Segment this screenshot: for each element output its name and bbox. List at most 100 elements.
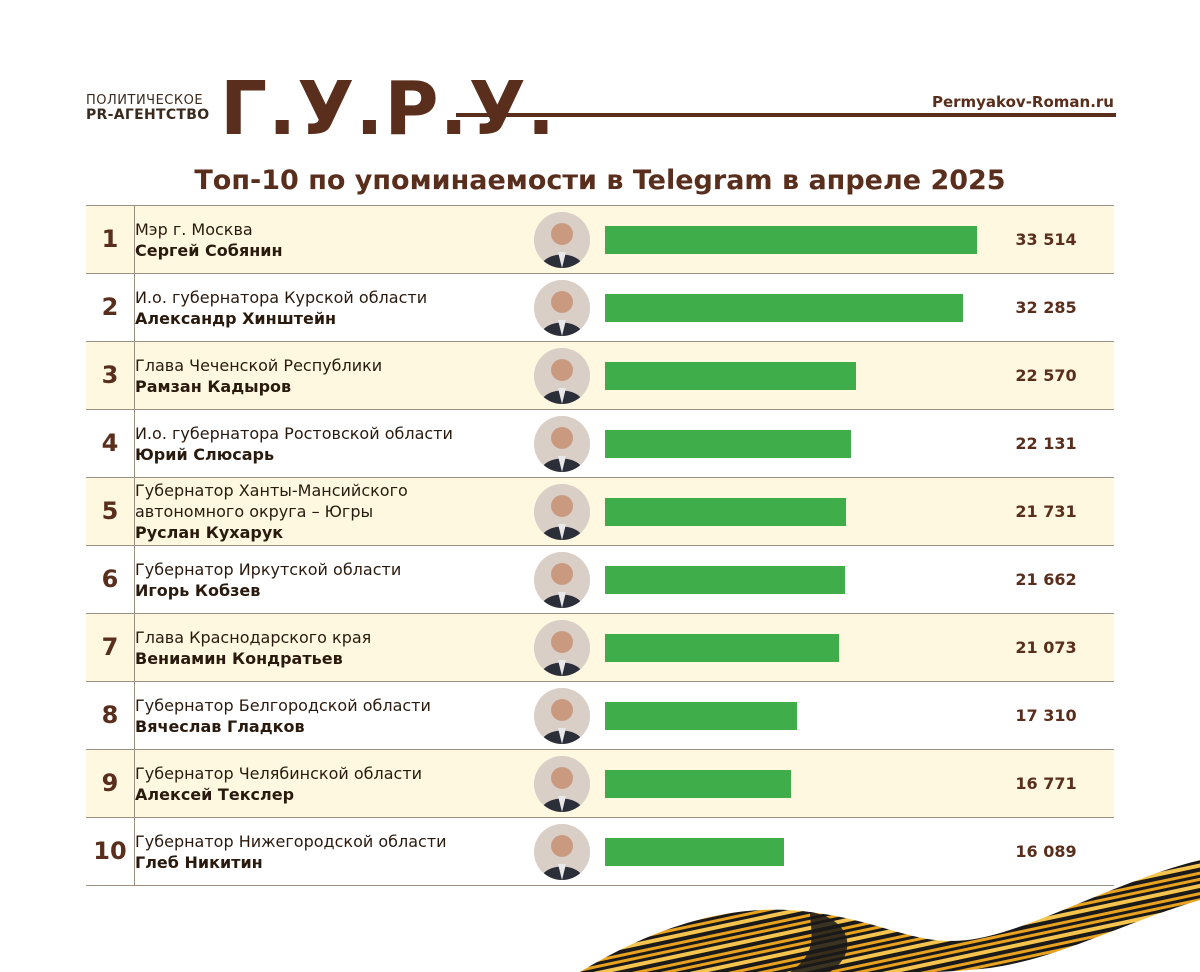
person-info: Губернатор Челябинской области Алексей Те… xyxy=(134,750,519,817)
avatar xyxy=(534,620,590,676)
avatar xyxy=(534,756,590,812)
avatar xyxy=(534,688,590,744)
person-info: Губернатор Иркутской области Игорь Кобзев xyxy=(134,546,519,613)
value-label: 33 514 xyxy=(1015,230,1077,249)
person-info: И.о. губернатора Курской области Александ… xyxy=(134,274,519,341)
value-bar xyxy=(605,294,963,322)
person-role: И.о. губернатора Ростовской области xyxy=(135,423,453,443)
person-name: Юрий Слюсарь xyxy=(135,444,275,464)
rank-number: 2 xyxy=(101,293,119,321)
value-bar xyxy=(605,702,797,730)
value-bar xyxy=(605,634,839,662)
value-label: 22 131 xyxy=(1015,434,1077,453)
agency-label: ПОЛИТИЧЕСКОЕ PR-АГЕНТСТВО xyxy=(86,93,209,123)
person-role: Губернатор Иркутской области xyxy=(135,559,402,579)
value-label: 32 285 xyxy=(1015,298,1077,317)
st-george-ribbon xyxy=(580,860,1200,972)
person-name: Александр Хинштейн xyxy=(135,308,337,328)
rank-number: 6 xyxy=(101,565,119,593)
logo: Г.У.Р.У. xyxy=(220,66,556,152)
avatar xyxy=(534,552,590,608)
table-row: 8 Губернатор Белгородской области Вячеслав… xyxy=(86,681,1114,749)
value-bar xyxy=(605,362,856,390)
rank-number: 5 xyxy=(101,497,119,525)
value-bar xyxy=(605,498,846,526)
value-label: 16 089 xyxy=(1015,842,1077,861)
rank-number: 9 xyxy=(101,769,119,797)
value-label: 21 073 xyxy=(1015,638,1077,657)
value-label: 21 731 xyxy=(1015,502,1077,521)
table-row: 9 Губернатор Челябинской области Алексей Т… xyxy=(86,749,1114,817)
person-info: Мэр г. Москва Сергей Собянин xyxy=(134,206,519,273)
person-info: Глава Чеченской Республики Рамзан Кадыров xyxy=(134,342,519,409)
person-role: Мэр г. Москва xyxy=(135,219,253,239)
rank-number: 10 xyxy=(93,837,127,865)
avatar xyxy=(534,280,590,336)
agency-line2: PR-АГЕНТСТВО xyxy=(86,107,210,123)
table-row: 2 И.о. губернатора Курской области Алексан… xyxy=(86,273,1114,341)
rank-number: 1 xyxy=(101,225,119,253)
rank-divider xyxy=(134,818,135,885)
agency-line1: ПОЛИТИЧЕСКОЕ xyxy=(86,93,204,108)
person-name: Руслан Кухарук xyxy=(135,523,284,542)
person-info: Губернатор Белгородской области Вячеслав … xyxy=(134,682,519,749)
person-name: Рамзан Кадыров xyxy=(135,376,292,396)
table-row: 5 Губернатор Ханты-Мансийского автономног… xyxy=(86,477,1114,545)
value-label: 16 771 xyxy=(1015,774,1077,793)
avatar xyxy=(534,416,590,472)
value-bar xyxy=(605,566,845,594)
rank-divider xyxy=(134,206,135,273)
value-label: 22 570 xyxy=(1015,366,1077,385)
person-role: Губернатор Нижегородской области xyxy=(135,831,447,851)
person-role: Губернатор Ханты-Мансийского автономного… xyxy=(135,481,408,521)
person-role: Глава Краснодарского края xyxy=(135,627,372,647)
rank-divider xyxy=(134,546,135,613)
value-label: 21 662 xyxy=(1015,570,1077,589)
person-role: Губернатор Белгородской области xyxy=(135,695,431,715)
table-row: 4 И.о. губернатора Ростовской области Юрий… xyxy=(86,409,1114,477)
rank-divider xyxy=(134,614,135,681)
value-bar xyxy=(605,770,791,798)
rank-divider xyxy=(134,410,135,477)
person-name: Вениамин Кондратьев xyxy=(135,648,343,668)
person-role: Глава Чеченской Республики xyxy=(135,355,383,375)
person-info: Глава Краснодарского края Вениамин Кондра… xyxy=(134,614,519,681)
person-name: Глеб Никитин xyxy=(135,852,263,872)
person-name: Сергей Собянин xyxy=(135,240,283,260)
person-role: И.о. губернатора Курской области xyxy=(135,287,428,307)
rank-divider xyxy=(134,342,135,409)
rank-number: 4 xyxy=(101,429,119,457)
avatar xyxy=(534,348,590,404)
value-bar xyxy=(605,226,977,254)
value-label: 17 310 xyxy=(1015,706,1077,725)
chart-title: Топ-10 по упоминаемости в Telegram в апр… xyxy=(194,165,1006,196)
rank-number: 7 xyxy=(101,633,119,661)
site-link[interactable]: Permyakov-Roman.ru xyxy=(931,93,1114,111)
table-row: 7 Глава Краснодарского края Вениамин Кондр… xyxy=(86,613,1114,681)
table-row: 6 Губернатор Иркутской области Игорь Кобзе… xyxy=(86,545,1114,613)
avatar xyxy=(534,212,590,268)
person-name: Алексей Текслер xyxy=(135,784,295,804)
avatar xyxy=(534,824,590,880)
person-name: Игорь Кобзев xyxy=(135,580,261,600)
person-info: Губернатор Ханты-Мансийского автономного… xyxy=(134,478,519,545)
header: ПОЛИТИЧЕСКОЕ PR-АГЕНТСТВО Г.У.Р.У. Permy… xyxy=(0,0,1200,152)
ranking-table: 1 Мэр г. Москва Сергей Собянин 33 514 2 И.о. … xyxy=(86,205,1114,886)
rank-divider xyxy=(134,274,135,341)
rank-number: 3 xyxy=(101,361,119,389)
value-bar xyxy=(605,430,851,458)
person-name: Вячеслав Гладков xyxy=(135,716,305,736)
table-row: 1 Мэр г. Москва Сергей Собянин 33 514 xyxy=(86,205,1114,273)
avatar xyxy=(534,484,590,540)
person-info: Губернатор Нижегородской области Глеб Ник… xyxy=(134,818,519,885)
rank-divider xyxy=(134,478,135,545)
header-divider xyxy=(456,113,1116,117)
value-bar xyxy=(605,838,784,866)
table-row: 10 Губернатор Нижегородской области Глеб Н… xyxy=(86,817,1114,886)
table-row: 3 Глава Чеченской Республики Рамзан Кадыро… xyxy=(86,341,1114,409)
rank-number: 8 xyxy=(101,701,119,729)
rank-divider xyxy=(134,682,135,749)
rank-divider xyxy=(134,750,135,817)
person-role: Губернатор Челябинской области xyxy=(135,763,423,783)
person-info: И.о. губернатора Ростовской области Юрий … xyxy=(134,410,519,477)
